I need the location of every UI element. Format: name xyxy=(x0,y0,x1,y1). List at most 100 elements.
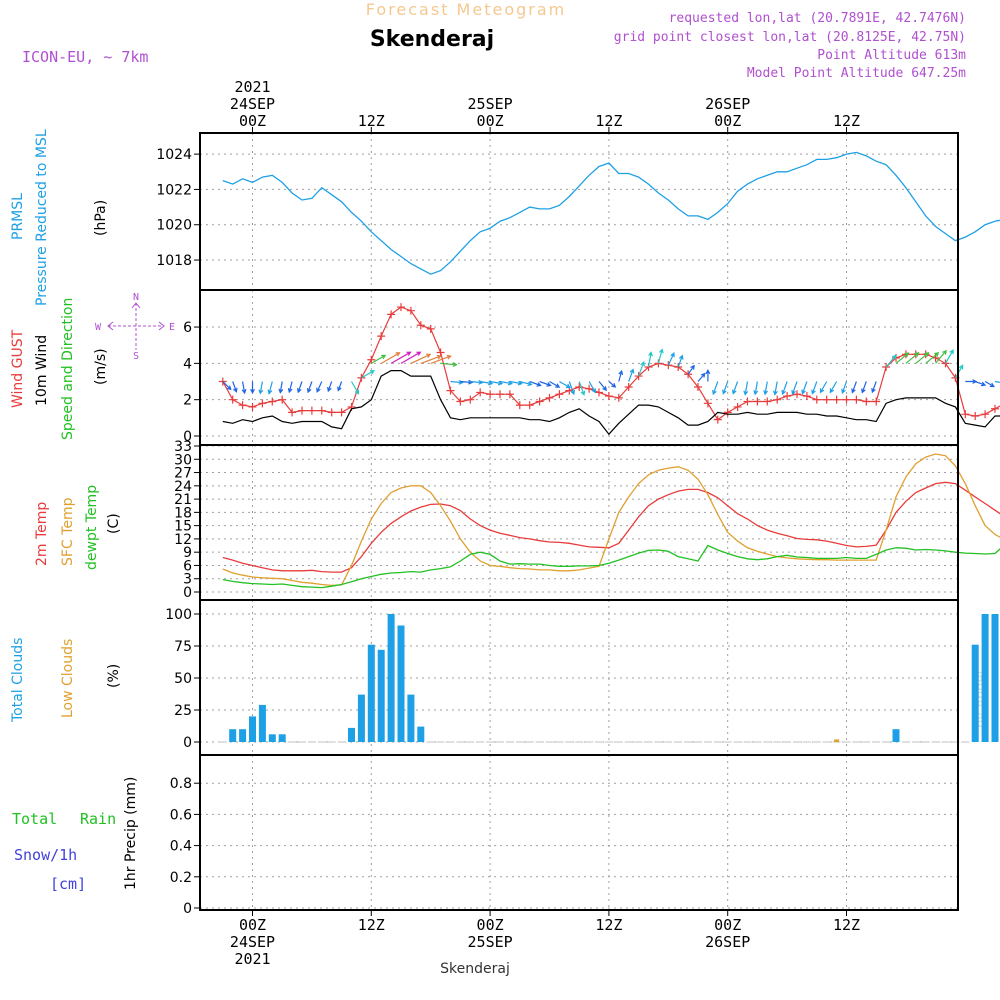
top-axis-label: 26SEP xyxy=(705,95,750,113)
gust-marker xyxy=(783,392,792,401)
wind-direction-arrow xyxy=(529,380,542,387)
gust-marker xyxy=(852,395,861,404)
total-cloud-bar xyxy=(258,704,266,742)
wind-direction-arrow xyxy=(965,379,978,384)
precip-unit: 1hr Precip (mm) xyxy=(123,777,139,890)
total-cloud-bar xyxy=(991,614,999,742)
temp-ytick-label: 18 xyxy=(174,505,192,521)
wind-direction-arrow xyxy=(316,381,323,393)
gust-marker xyxy=(387,310,396,319)
super-title: Forecast Meteogram xyxy=(366,0,566,19)
wind-direction-arrow xyxy=(773,381,778,396)
wind-ytick-label: 6 xyxy=(183,320,192,336)
compass-s: S xyxy=(133,351,139,362)
gust-marker xyxy=(367,355,376,364)
panels-layer: 1018102010221024024603691215182124273033… xyxy=(156,132,1000,917)
gust-marker xyxy=(248,402,257,411)
compass-w-arrow xyxy=(107,321,114,331)
gust-marker xyxy=(317,406,326,415)
total-cloud-bar xyxy=(417,726,425,742)
pressure-ytick-label: 1020 xyxy=(156,218,192,234)
top-axis-label: 25SEP xyxy=(468,95,513,113)
t2m-series-line xyxy=(222,481,1000,573)
temp-ytick-label: 27 xyxy=(174,466,192,482)
bottom-axis-label: 25SEP xyxy=(468,933,513,951)
wind-label-3: Speed and Direction xyxy=(60,298,76,440)
wind-direction-arrow xyxy=(791,381,798,396)
gust-marker xyxy=(486,390,495,399)
bottom-axis-label: 12Z xyxy=(358,916,385,934)
gust-marker xyxy=(436,348,445,357)
wind-direction-arrow xyxy=(925,351,940,364)
model-altitude: Model Point Altitude 647.25m xyxy=(747,66,966,81)
wind-direction-arrow xyxy=(743,381,749,396)
gust-marker xyxy=(595,388,603,397)
gust-marker xyxy=(228,395,237,404)
total-cloud-bar xyxy=(397,625,405,742)
gust-marker xyxy=(288,408,297,417)
gust-marker xyxy=(525,401,534,410)
wind-direction-arrow xyxy=(578,381,586,396)
top-axis-label: 12Z xyxy=(595,112,622,130)
wind-direction-arrow xyxy=(390,351,412,364)
temp-ytick-label: 24 xyxy=(174,479,192,495)
temp-ytick-label: 30 xyxy=(174,452,192,468)
total-cloud-bar xyxy=(249,716,256,742)
model-label: ICON-EU, ~ 7km xyxy=(22,48,148,66)
wind-direction-arrow xyxy=(895,352,910,364)
pressure-panel-frame xyxy=(199,132,959,291)
compass-w: W xyxy=(95,322,102,333)
gust-marker xyxy=(505,390,514,399)
temp-label-3: dewpt Temp xyxy=(84,485,100,570)
top-axis-label: 12Z xyxy=(358,112,385,130)
wind-direction-arrow xyxy=(811,381,818,395)
wind-direction-arrow xyxy=(667,352,675,366)
gust-marker xyxy=(793,390,801,399)
pressure-ytick-label: 1022 xyxy=(156,182,192,198)
requested-coords: requested lon,lat (20.7891E, 42.7476N) xyxy=(669,11,966,26)
gust-marker xyxy=(753,397,762,406)
pressure-panel: 1018 1020 1022 1024 xyxy=(156,133,958,290)
sfc-temp-series-line xyxy=(222,453,1000,587)
compass-e-arrow xyxy=(158,321,165,331)
wind-direction-arrow xyxy=(440,362,458,367)
gust-marker xyxy=(832,395,841,404)
gust-marker xyxy=(733,402,742,411)
gust-marker xyxy=(397,303,405,312)
pressure-label-2: Pressure Reduced to MSL xyxy=(34,129,50,306)
gust-marker xyxy=(822,395,831,404)
wind-direction-arrow xyxy=(994,380,1000,384)
wind-direction-arrow xyxy=(258,381,264,395)
wind-direction-arrow xyxy=(559,380,571,389)
wind-direction-arrow xyxy=(628,368,635,382)
total-cloud-bar xyxy=(971,644,979,742)
total-cloud-bar xyxy=(367,644,375,742)
precip-ytick-label: 0.4 xyxy=(170,839,192,855)
gust-marker xyxy=(901,350,910,359)
wind-direction-arrow xyxy=(539,380,552,387)
wind-direction-arrow xyxy=(801,381,808,395)
temp-ytick-label: 15 xyxy=(174,519,192,535)
gust-marker xyxy=(802,392,811,401)
precip-labels: Total Rain Snow/1h [cm] 1hr Precip (mm) xyxy=(12,777,139,893)
total-cloud-bar xyxy=(229,729,237,742)
total-cloud-bar xyxy=(357,694,365,742)
wind-direction-arrow xyxy=(638,361,645,377)
temp-ytick-label: 3 xyxy=(183,572,192,588)
wind-direction-arrow xyxy=(327,381,333,393)
pressure-series-line xyxy=(222,151,1000,275)
precip-ytick-label: 0.2 xyxy=(170,870,192,886)
cloud-unit: (%) xyxy=(106,664,122,688)
gust-marker xyxy=(377,332,386,341)
top-axis-label: 24SEP xyxy=(230,95,275,113)
gust-marker xyxy=(961,410,970,419)
total-cloud-bar xyxy=(348,727,355,742)
cloud-label-1: Total Clouds xyxy=(10,638,26,723)
gust-marker xyxy=(575,382,584,391)
point-altitude: Point Altitude 613m xyxy=(817,48,966,63)
wind-direction-arrow xyxy=(222,381,232,391)
precip-panel-frame xyxy=(199,754,959,911)
gust-marker xyxy=(258,399,267,408)
gust-marker xyxy=(496,390,504,399)
